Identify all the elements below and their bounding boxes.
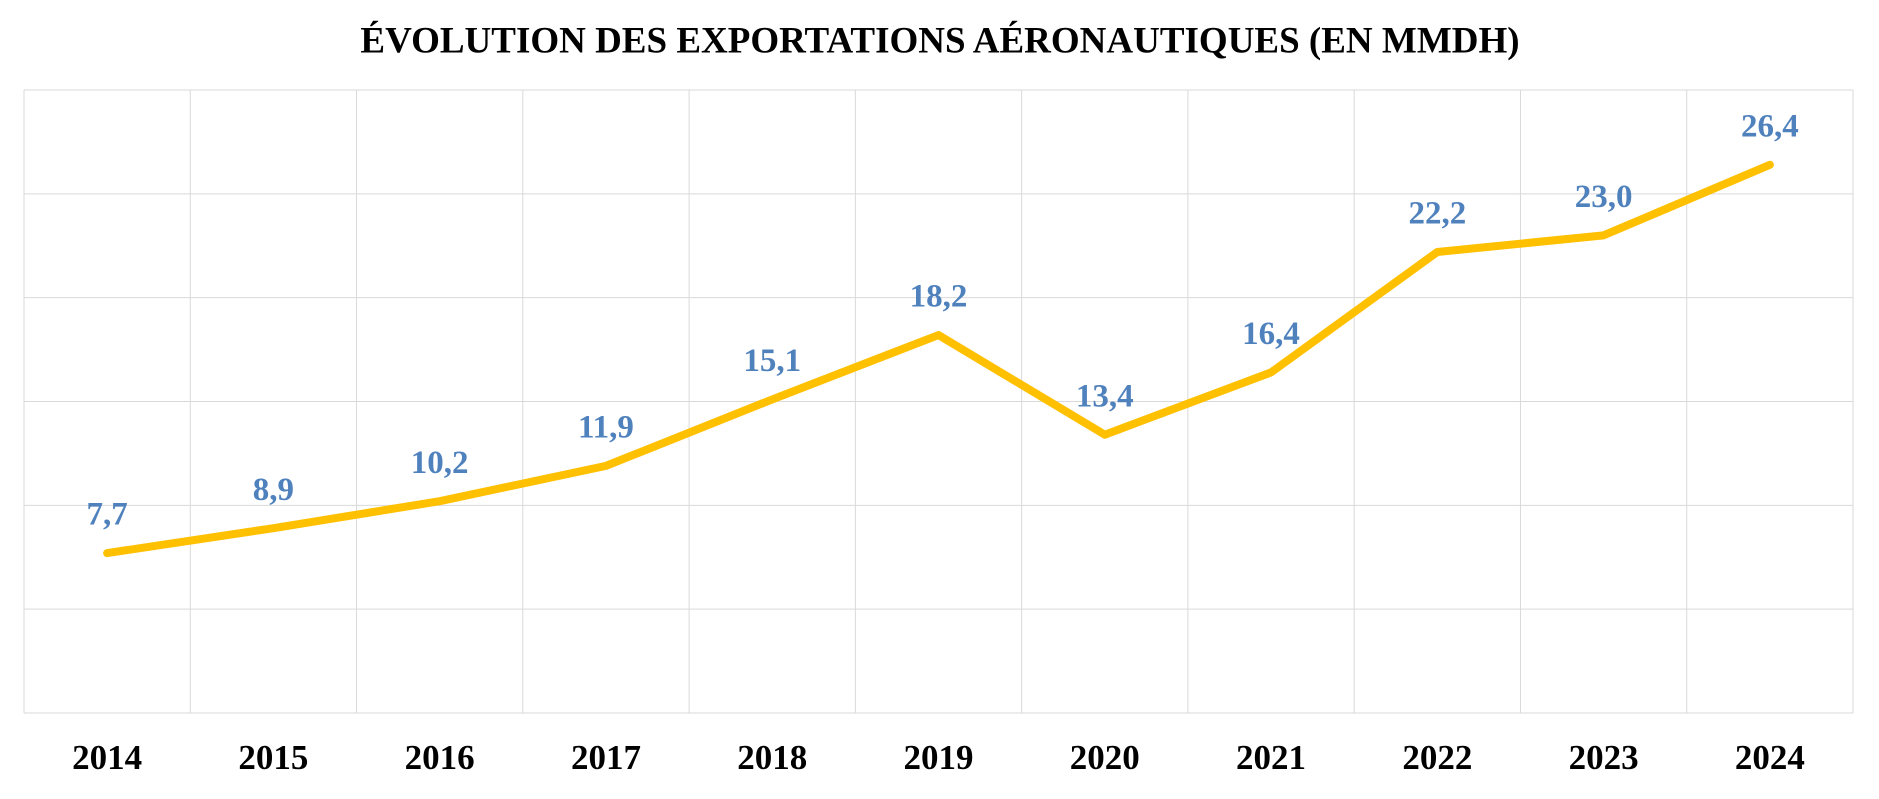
x-tick-label: 2019 xyxy=(904,738,974,777)
data-label: 26,4 xyxy=(1741,108,1799,144)
x-tick-label: 2016 xyxy=(405,738,475,777)
x-tick-label: 2017 xyxy=(571,738,641,777)
chart-title: ÉVOLUTION DES EXPORTATIONS AÉRONAUTIQUES… xyxy=(360,19,1519,61)
data-label: 7,7 xyxy=(87,497,128,533)
data-label: 10,2 xyxy=(411,445,469,481)
data-label: 16,4 xyxy=(1242,316,1300,352)
data-label: 11,9 xyxy=(578,409,634,445)
x-tick-label: 2023 xyxy=(1569,738,1639,777)
data-label: 22,2 xyxy=(1408,196,1466,232)
x-tick-label: 2021 xyxy=(1236,738,1306,777)
data-label: 18,2 xyxy=(910,279,968,315)
x-tick-label: 2020 xyxy=(1070,738,1140,777)
data-label: 13,4 xyxy=(1076,378,1134,414)
data-label: 23,0 xyxy=(1575,179,1633,215)
x-tick-label: 2014 xyxy=(72,738,142,777)
data-label: 8,9 xyxy=(253,472,294,508)
x-tick-label: 2024 xyxy=(1735,738,1805,777)
x-tick-label: 2015 xyxy=(238,738,308,777)
data-line xyxy=(103,160,1774,558)
data-label: 15,1 xyxy=(743,343,801,379)
x-tick-label: 2018 xyxy=(737,738,807,777)
x-tick-label: 2022 xyxy=(1402,738,1472,777)
